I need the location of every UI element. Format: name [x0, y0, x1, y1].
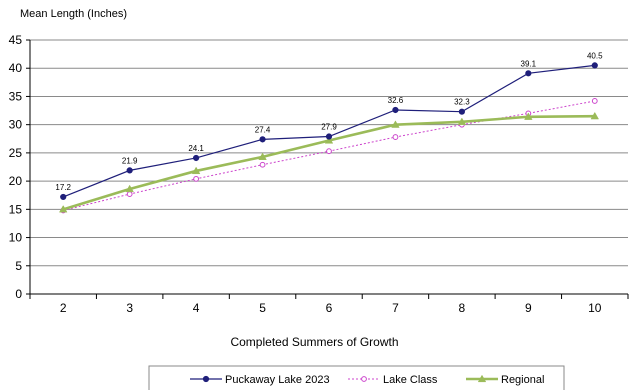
y-tick-label: 25 [9, 146, 23, 160]
y-tick-label: 10 [9, 231, 23, 245]
data-point [259, 161, 266, 168]
x-tick-label: 5 [259, 301, 266, 315]
x-tick-label: 4 [193, 301, 200, 315]
y-tick-label: 0 [15, 287, 22, 301]
series-puckaway-lake-2023 [60, 62, 598, 201]
data-label: 17.2 [55, 183, 71, 192]
data-point [191, 166, 201, 175]
data-label: 32.3 [454, 98, 470, 107]
legend-label: Puckaway Lake 2023 [225, 374, 330, 386]
data-point [391, 120, 400, 128]
data-label: 27.4 [255, 125, 271, 134]
y-tick-label: 30 [9, 118, 23, 132]
data-point [457, 117, 467, 125]
y-tick-label: 35 [9, 89, 23, 103]
y-tick-label: 5 [15, 259, 22, 273]
x-tick-label: 3 [126, 301, 133, 315]
data-label: 32.6 [388, 96, 404, 105]
data-point [326, 148, 332, 155]
data-point [525, 70, 532, 77]
series-lake-class [60, 98, 598, 214]
legend-item: Puckaway Lake 2023 [190, 374, 330, 386]
data-point [392, 106, 399, 114]
y-tick-label: 15 [9, 202, 23, 216]
data-point [524, 112, 533, 120]
series-regional [58, 111, 600, 213]
data-point [590, 111, 600, 120]
legend-label: Lake Class [383, 374, 438, 386]
data-point [591, 62, 598, 69]
series [58, 62, 600, 214]
data-point [591, 98, 598, 104]
legend-item: Lake Class [348, 374, 438, 386]
x-tick-label: 7 [392, 301, 399, 315]
x-axis-label: Completed Summers of Growth [230, 335, 399, 349]
x-tick-label: 10 [588, 301, 602, 315]
x-tick-label: 6 [326, 301, 333, 315]
data-point [193, 154, 200, 162]
data-label: 39.1 [521, 59, 537, 68]
data-point [324, 136, 334, 144]
data-point [58, 205, 68, 213]
data-point [259, 136, 266, 143]
x-tick-label: 8 [459, 301, 466, 315]
data-label: 24.1 [188, 144, 204, 153]
data-point [126, 167, 133, 174]
legend-item: Regional [466, 374, 544, 386]
data-point [126, 191, 133, 197]
data-point [361, 376, 367, 382]
y-tick-label: 20 [9, 174, 23, 188]
data-point [258, 152, 267, 160]
data-point [202, 375, 210, 383]
y-axis-label: Mean Length (Inches) [20, 8, 128, 20]
data-point [392, 134, 399, 140]
data-label: 40.5 [587, 51, 603, 60]
y-tick-label: 40 [9, 61, 23, 75]
data-label: 27.9 [321, 123, 337, 132]
legend: Puckaway Lake 2023 Lake Class Regional [148, 365, 565, 390]
data-point [60, 193, 67, 201]
y-tick-label: 45 [9, 33, 23, 47]
data-point [477, 374, 487, 383]
data-point [325, 133, 333, 140]
data-point [125, 184, 134, 193]
data-labels: 17.2 21.9 24.1 27.4 27.9 32.6 32.3 39.1 40.5 [55, 51, 603, 192]
x-tick-label: 2 [60, 301, 67, 315]
data-point [458, 108, 465, 115]
data-point [193, 175, 200, 182]
x-tick-label: 9 [525, 301, 532, 315]
data-label: 21.9 [122, 156, 138, 165]
legend-label: Regional [501, 374, 544, 386]
